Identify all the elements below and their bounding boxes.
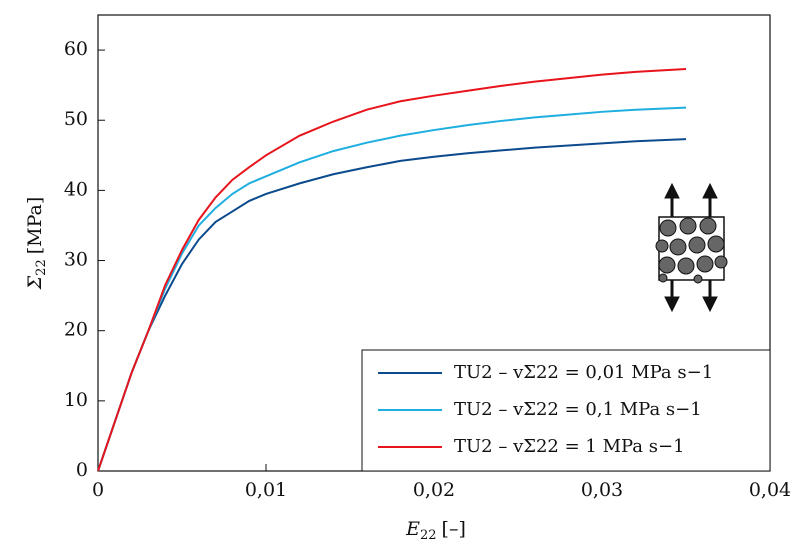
x-tick-label: 0,01: [245, 479, 287, 501]
data-line: [97, 68, 687, 472]
y-tick-label: 30: [64, 249, 88, 271]
x-tick-label: 0,03: [581, 479, 623, 501]
x-tick-label: 0,04: [749, 479, 791, 501]
x-tick-label: 0: [92, 479, 104, 501]
y-tick-label: 10: [64, 389, 88, 411]
y-axis-label: Σ22[MPa]: [24, 197, 49, 291]
y-tick-label: 20: [64, 319, 88, 341]
legend: TU2 – vΣ22 = 0,01 MPa s−1 TU2 – vΣ22 = 0,…: [361, 349, 771, 472]
y-tick-label: 0: [76, 459, 88, 481]
legend-label: TU2 – vΣ22 = 0,01 MPa s−1: [454, 362, 713, 383]
x-tick-label: 0,02: [413, 479, 455, 501]
x-axis-label: E22 [–]: [405, 518, 466, 543]
data-line: [97, 106, 687, 472]
y-tick-label: 50: [64, 108, 88, 130]
legend-label: TU2 – vΣ22 = 1 MPa s−1: [454, 436, 685, 457]
data-line: [97, 138, 687, 472]
y-tick-label: 60: [64, 38, 88, 60]
legend-label: TU2 – vΣ22 = 0,1 MPa s−1: [454, 399, 702, 420]
specimen-icon: [655, 182, 728, 313]
y-tick-label: 40: [64, 178, 88, 200]
